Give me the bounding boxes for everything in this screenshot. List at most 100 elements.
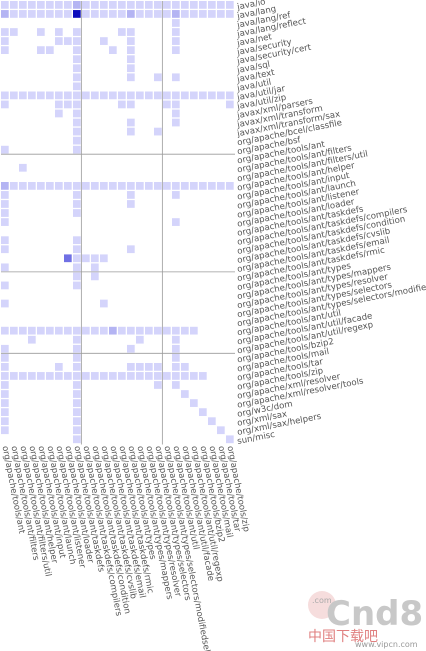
watermark-brand: Cnd8: [326, 594, 423, 634]
matrix-cell: [172, 326, 180, 335]
matrix-cell: [1, 1, 9, 9]
matrix-cell: [127, 363, 135, 371]
matrix-cell: [10, 10, 18, 18]
matrix-cell: [73, 64, 81, 73]
matrix-cell: [73, 381, 81, 389]
matrix-cell: [226, 91, 234, 100]
matrix-cell: [73, 1, 81, 9]
matrix-cell: [91, 182, 99, 190]
matrix-cell: [73, 46, 81, 54]
matrix-cell: [127, 55, 135, 64]
matrix-cell: [172, 91, 180, 100]
matrix-cell: [127, 191, 135, 199]
matrix-cell: [100, 91, 108, 100]
matrix-cell: [91, 1, 99, 9]
matrix-cell: [172, 28, 180, 36]
matrix-cell: [127, 73, 135, 82]
matrix-cell: [19, 10, 27, 18]
matrix-cell: [64, 254, 72, 263]
matrix-cell: [19, 326, 27, 335]
matrix-cell: [82, 372, 90, 380]
matrix-cell: [55, 37, 63, 45]
matrix-cell: [73, 408, 81, 416]
matrix-cell: [28, 326, 36, 335]
matrix-cell: [73, 344, 81, 353]
matrix-cell: [154, 363, 162, 371]
matrix-cell: [10, 91, 18, 100]
matrix-cell: [172, 363, 180, 371]
matrix-cell: [226, 182, 234, 190]
matrix-cell: [190, 326, 198, 335]
matrix-cell: [82, 10, 90, 18]
matrix-cell: [163, 326, 171, 335]
matrix-cell: [73, 335, 81, 344]
matrix-cell: [172, 182, 180, 190]
row-labels: java/iojava/langjava/lang/refjava/lang/r…: [235, 0, 426, 447]
matrix-cell: [109, 326, 117, 335]
matrix-cell: [91, 91, 99, 100]
matrix-cell: [73, 109, 81, 118]
matrix-cell: [1, 218, 9, 226]
matrix-cell: [127, 118, 135, 127]
matrix-cell: [154, 381, 162, 389]
matrix-cell: [55, 182, 63, 190]
matrix-cell: [199, 1, 207, 9]
matrix-cell: [181, 1, 189, 9]
matrix-cell: [154, 182, 162, 190]
matrix-cell: [127, 10, 135, 18]
matrix-cell: [55, 326, 63, 335]
matrix-cell: [1, 390, 9, 398]
matrix-cell: [73, 272, 81, 281]
matrix-cell: [172, 353, 180, 362]
matrix-cell: [91, 254, 99, 263]
matrix-cell: [73, 245, 81, 254]
matrix-cell: [199, 182, 207, 190]
matrix-cell: [163, 10, 171, 18]
matrix-cell: [73, 127, 81, 136]
matrix-cell: [109, 1, 117, 9]
matrix-cell: [73, 28, 81, 36]
matrix-cell: [127, 372, 135, 380]
matrix-cell: [1, 399, 9, 407]
matrix-cell: [46, 326, 54, 335]
matrix-cell: [100, 1, 108, 9]
matrix-cell: [154, 127, 162, 136]
matrix-cell: [145, 326, 153, 335]
matrix-cell: [73, 281, 81, 290]
matrix-cell: [73, 73, 81, 82]
matrix-cell: [1, 10, 9, 18]
matrix-cell: [19, 182, 27, 190]
matrix-cell: [73, 326, 81, 335]
matrix-cell: [226, 10, 234, 18]
matrix-cell: [10, 1, 18, 9]
matrix-cell: [127, 46, 135, 54]
matrix-cell: [172, 335, 180, 344]
matrix-cell: [82, 1, 90, 9]
matrix-cell: [1, 236, 9, 245]
matrix-cell: [55, 91, 63, 100]
matrix-cell: [109, 182, 117, 190]
matrix-cell: [145, 182, 153, 190]
matrix-cell: [19, 91, 27, 100]
matrix-cell: [64, 37, 72, 45]
matrix-cell: [118, 326, 126, 335]
matrix-cell: [1, 91, 9, 100]
matrix-cell: [37, 182, 45, 190]
matrix-cell: [73, 136, 81, 145]
matrix-cell: [226, 435, 234, 444]
matrix-cell: [1, 372, 9, 380]
matrix-cell: [163, 1, 171, 9]
matrix-cell: [28, 335, 36, 344]
matrix-cell: [127, 182, 135, 190]
matrix-cell: [217, 182, 225, 190]
matrix-cell: [118, 100, 126, 109]
matrix-cell: [172, 109, 180, 118]
matrix-cell: [109, 46, 117, 54]
matrix-cell: [172, 344, 180, 353]
matrix-cell: [73, 263, 81, 272]
matrix-cell: [64, 100, 72, 109]
matrix-cell: [10, 182, 18, 190]
matrix-cell: [64, 10, 72, 18]
matrix-cell: [118, 372, 126, 380]
matrix-cell: [172, 46, 180, 54]
